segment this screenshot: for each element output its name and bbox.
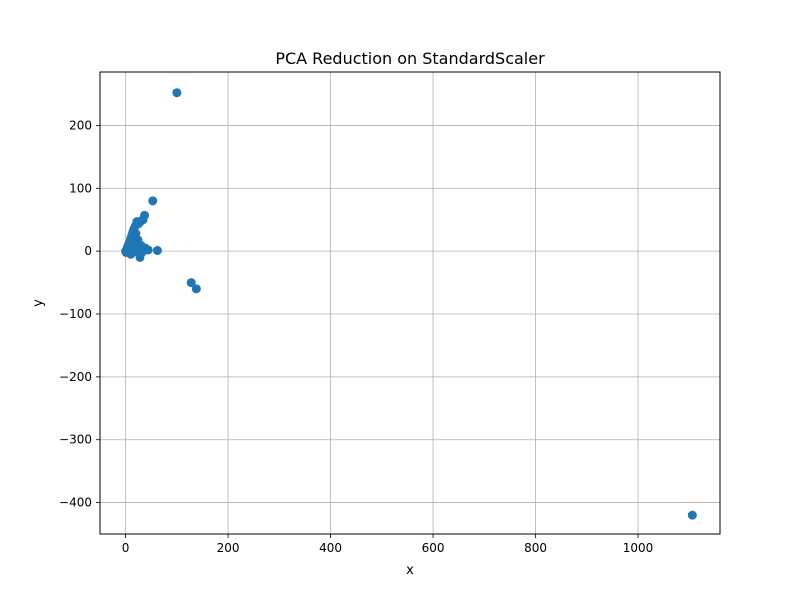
x-tick-label: 0 xyxy=(122,541,130,555)
data-points xyxy=(121,88,697,520)
axis-ticks: 0 200 400 600 800 1000 −400 −300 −200 −100 0 100 200 xyxy=(59,118,653,555)
y-tick-label: −100 xyxy=(59,307,92,321)
y-tick-label: −200 xyxy=(59,370,92,384)
x-tick-label: 1000 xyxy=(623,541,654,555)
chart-title: PCA Reduction on StandardScaler xyxy=(275,49,545,68)
y-tick-label: −400 xyxy=(59,496,92,510)
data-point xyxy=(152,246,162,256)
y-tick-label: 0 xyxy=(84,244,92,258)
axes-frame xyxy=(99,71,721,535)
data-point xyxy=(191,284,201,294)
data-point xyxy=(186,278,196,288)
grid-lines xyxy=(100,72,720,534)
data-point xyxy=(148,196,158,206)
x-tick-label: 400 xyxy=(319,541,342,555)
y-tick-label: −300 xyxy=(59,433,92,447)
x-tick-label: 600 xyxy=(422,541,445,555)
x-tick-label: 200 xyxy=(217,541,240,555)
y-tick-label: 100 xyxy=(69,181,92,195)
data-point xyxy=(126,249,136,259)
y-axis-label: y xyxy=(31,299,46,307)
x-tick-label: 800 xyxy=(524,541,547,555)
data-point xyxy=(172,88,182,98)
data-point xyxy=(687,510,697,520)
data-point xyxy=(135,252,145,262)
x-axis-label: x xyxy=(406,563,414,578)
y-tick-label: 200 xyxy=(69,118,92,132)
